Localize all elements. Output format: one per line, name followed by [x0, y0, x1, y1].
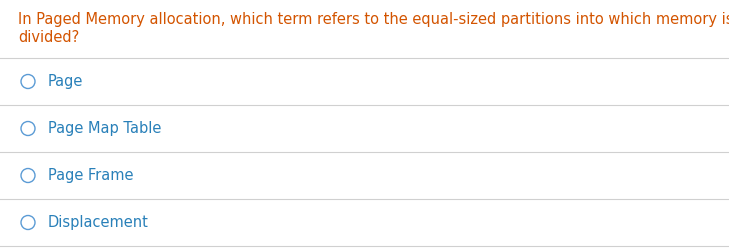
Text: Page Frame: Page Frame — [48, 168, 133, 183]
Text: Page: Page — [48, 74, 83, 89]
Text: Displacement: Displacement — [48, 215, 149, 230]
Text: divided?: divided? — [18, 30, 79, 45]
Text: Page Map Table: Page Map Table — [48, 121, 161, 136]
Text: In Paged Memory allocation, which term refers to the equal-sized partitions into: In Paged Memory allocation, which term r… — [18, 12, 729, 27]
